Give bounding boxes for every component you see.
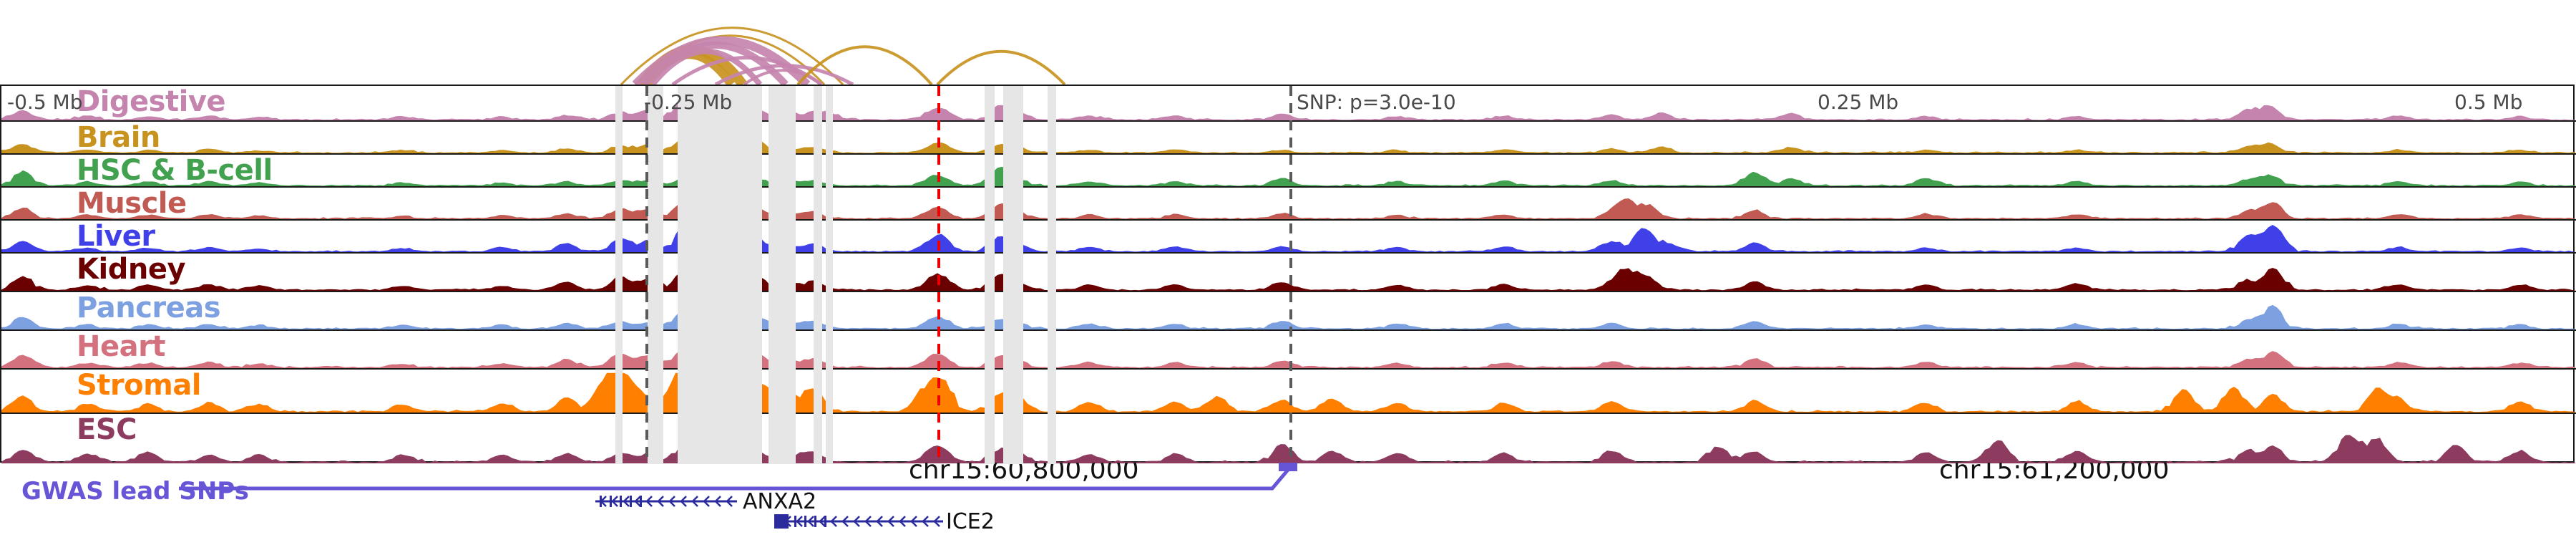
interaction-arc <box>620 26 844 86</box>
track-label-hsc: HSC & B-cell <box>77 154 273 187</box>
signal-track-hsc[interactable]: HSC & B-cell <box>1 155 2576 188</box>
highlight-band <box>985 86 995 464</box>
gene-strand-arrow <box>899 516 906 527</box>
signal-tracks-panel: Digestive Brain HSC & B-cell Muscle Liver Kid… <box>0 85 2576 464</box>
gene-strand-arrow <box>910 516 917 527</box>
track-label-esc: ESC <box>77 413 137 446</box>
center-position-line <box>1289 86 1292 464</box>
gene-strand-arrow <box>887 516 894 527</box>
axis-tick-label: 0.5 Mb <box>2454 90 2523 114</box>
signal-track-digestive[interactable]: Digestive <box>1 86 2576 122</box>
signal-profile <box>1 223 2576 252</box>
track-label-brain: Brain <box>77 121 160 154</box>
gene-name-label[interactable]: ANXA2 <box>743 489 816 514</box>
gene-exon <box>600 496 602 507</box>
gene-strand-arrow <box>853 516 860 527</box>
axis-tick-label: SNP: p=3.0e-10 <box>1297 90 1456 114</box>
gwas-lead-snps-track: chr15:60,800,000 chr15:61,200,000 ANXA2 ICE… <box>0 453 2576 537</box>
gene-strand-arrow <box>645 496 653 507</box>
axis-tick-label: -0.5 Mb <box>7 90 83 114</box>
arcs-svg <box>620 26 1066 88</box>
gene-strand-arrow <box>841 516 849 527</box>
signal-profile <box>1 261 2576 291</box>
signal-track-muscle[interactable]: Muscle <box>1 188 2576 221</box>
signal-profile <box>1 190 2576 219</box>
gene-exon <box>630 496 632 507</box>
signal-profile <box>1 434 2576 463</box>
gene-strand-arrow <box>657 496 664 507</box>
gene-strand-arrow <box>680 496 687 507</box>
gene-exon <box>814 516 816 527</box>
track-label-heart: Heart <box>77 330 165 363</box>
gene-strand-arrow <box>611 496 618 507</box>
gwas-svg: chr15:60,800,000 chr15:61,200,000 ANXA2 ICE… <box>179 453 2169 534</box>
snp-marker-line <box>937 86 940 464</box>
gene-strand-arrow <box>876 516 883 527</box>
axis-tick-label: 0.25 Mb <box>1818 90 1899 114</box>
chromatin-interaction-arcs <box>0 0 2576 88</box>
signal-track-brain[interactable]: Brain <box>1 122 2576 155</box>
gene-strand-arrow <box>634 496 641 507</box>
gene-exon <box>620 496 622 507</box>
gwas-track-label: GWAS lead SNPs <box>21 477 249 506</box>
gene-strand-arrow <box>933 516 940 527</box>
highlight-band <box>615 86 623 464</box>
gene-exon <box>640 496 642 507</box>
gwas-snp-marker[interactable] <box>1279 453 1297 471</box>
signal-track-pancreas[interactable]: Pancreas <box>1 292 2576 331</box>
highlight-band <box>826 86 833 464</box>
gene-strand-arrow <box>691 496 698 507</box>
highlight-band <box>1003 86 1023 464</box>
gene-strand-arrow <box>807 516 814 527</box>
gene-strand-arrow <box>623 496 630 507</box>
highlight-band <box>769 86 796 464</box>
gene-strand-arrow <box>703 496 710 507</box>
gene-name-label[interactable]: ICE2 <box>946 509 995 534</box>
interaction-arc <box>743 69 823 86</box>
track-label-kidney: Kidney <box>77 253 186 286</box>
highlight-band <box>678 86 762 464</box>
track-label-liver: Liver <box>77 220 155 253</box>
highlight-band <box>814 86 822 464</box>
signal-track-heart[interactable]: Heart <box>1 331 2576 370</box>
gene-strand-arrow <box>726 496 733 507</box>
gene-exon <box>794 516 796 527</box>
interaction-arc <box>714 64 854 87</box>
signal-profile <box>1 127 2576 153</box>
signal-profile <box>1 166 2576 186</box>
signal-track-kidney[interactable]: Kidney <box>1 254 2576 292</box>
track-label-muscle: Muscle <box>77 187 187 220</box>
highlight-band <box>1048 86 1056 464</box>
genomic-coordinate-label: chr15:61,200,000 <box>1939 463 2169 485</box>
signal-profile <box>1 302 2576 329</box>
track-label-digestive: Digestive <box>77 85 226 118</box>
gene-strand-arrow <box>922 516 929 527</box>
gene-strand-arrow <box>714 496 721 507</box>
track-label-stromal: Stromal <box>77 369 202 402</box>
gene-strand-arrow <box>864 516 872 527</box>
gene-exon <box>610 496 612 507</box>
genomic-coordinate-label: chr15:60,800,000 <box>909 463 1138 485</box>
gene-strand-arrow <box>830 516 837 527</box>
signal-profile <box>1 372 2576 413</box>
signal-track-esc[interactable]: ESC <box>1 414 2576 463</box>
signal-track-liver[interactable]: Liver <box>1 221 2576 254</box>
signal-track-stromal[interactable]: Stromal <box>1 370 2576 414</box>
interaction-arc <box>796 45 933 86</box>
highlight-band <box>648 86 663 464</box>
gene-exon <box>824 516 826 527</box>
gene-strand-arrow <box>819 516 826 527</box>
signal-profile <box>1 336 2576 368</box>
signal-profile <box>1 95 2576 120</box>
center-position-line <box>645 86 648 464</box>
interaction-arc <box>936 49 1066 86</box>
gene-strand-arrow <box>796 516 803 527</box>
track-label-pancreas: Pancreas <box>77 291 221 324</box>
axis-tick-label: -0.25 Mb <box>644 90 733 114</box>
gene-exon-block <box>774 514 789 529</box>
gene-exon <box>804 516 806 527</box>
gene-strand-arrow <box>668 496 675 507</box>
